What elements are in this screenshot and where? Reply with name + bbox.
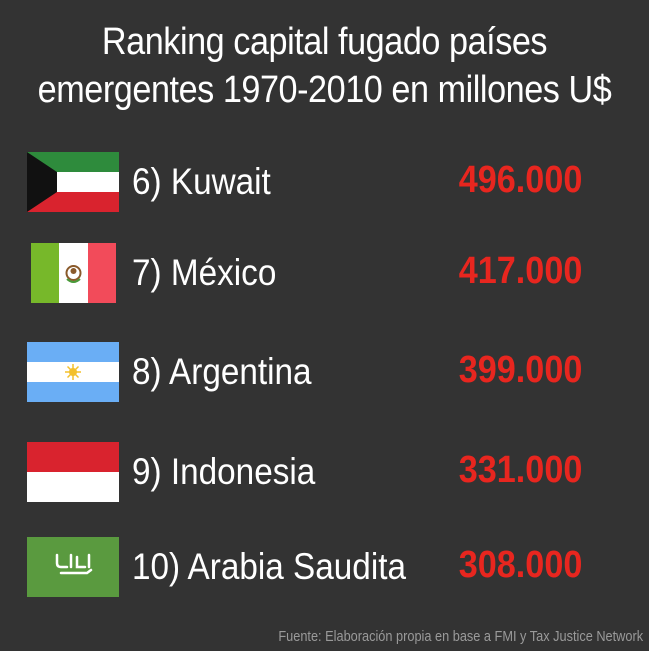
chart-title-line-1: Ranking capital fugado países xyxy=(101,21,548,63)
chart-title: Ranking capital fugado países emergentes… xyxy=(32,18,616,114)
value-label: 331.000 xyxy=(458,449,582,491)
saudi-arabia-flag-icon xyxy=(27,537,119,597)
ranking-row: 7) México 417.000 xyxy=(0,243,649,307)
mexico-flag-icon xyxy=(27,243,119,303)
country-label: 7) México xyxy=(132,252,277,293)
chart-title-line-2: emergentes 1970-2010 en millones U$ xyxy=(37,69,612,111)
value-label: 417.000 xyxy=(458,250,582,292)
kuwait-flag-icon xyxy=(27,152,119,212)
country-label: 8) Argentina xyxy=(132,351,312,392)
ranking-row: 6) Kuwait 496.000 xyxy=(0,152,649,216)
country-label: 9) Indonesia xyxy=(132,451,316,492)
ranking-row: 9) Indonesia 331.000 xyxy=(0,442,649,506)
source-note: Fuente: Elaboración propia en base a FMI… xyxy=(278,628,643,645)
argentina-flag-icon xyxy=(27,342,119,402)
country-label: 6) Kuwait xyxy=(132,161,271,202)
value-label: 308.000 xyxy=(458,544,582,586)
ranking-row: 8) Argentina 399.000 xyxy=(0,342,649,406)
indonesia-flag-icon xyxy=(27,442,119,502)
country-label: 10) Arabia Saudita xyxy=(132,546,406,587)
ranking-row: 10) Arabia Saudita 308.000 xyxy=(0,537,649,601)
value-label: 399.000 xyxy=(458,349,582,391)
value-label: 496.000 xyxy=(458,159,582,201)
